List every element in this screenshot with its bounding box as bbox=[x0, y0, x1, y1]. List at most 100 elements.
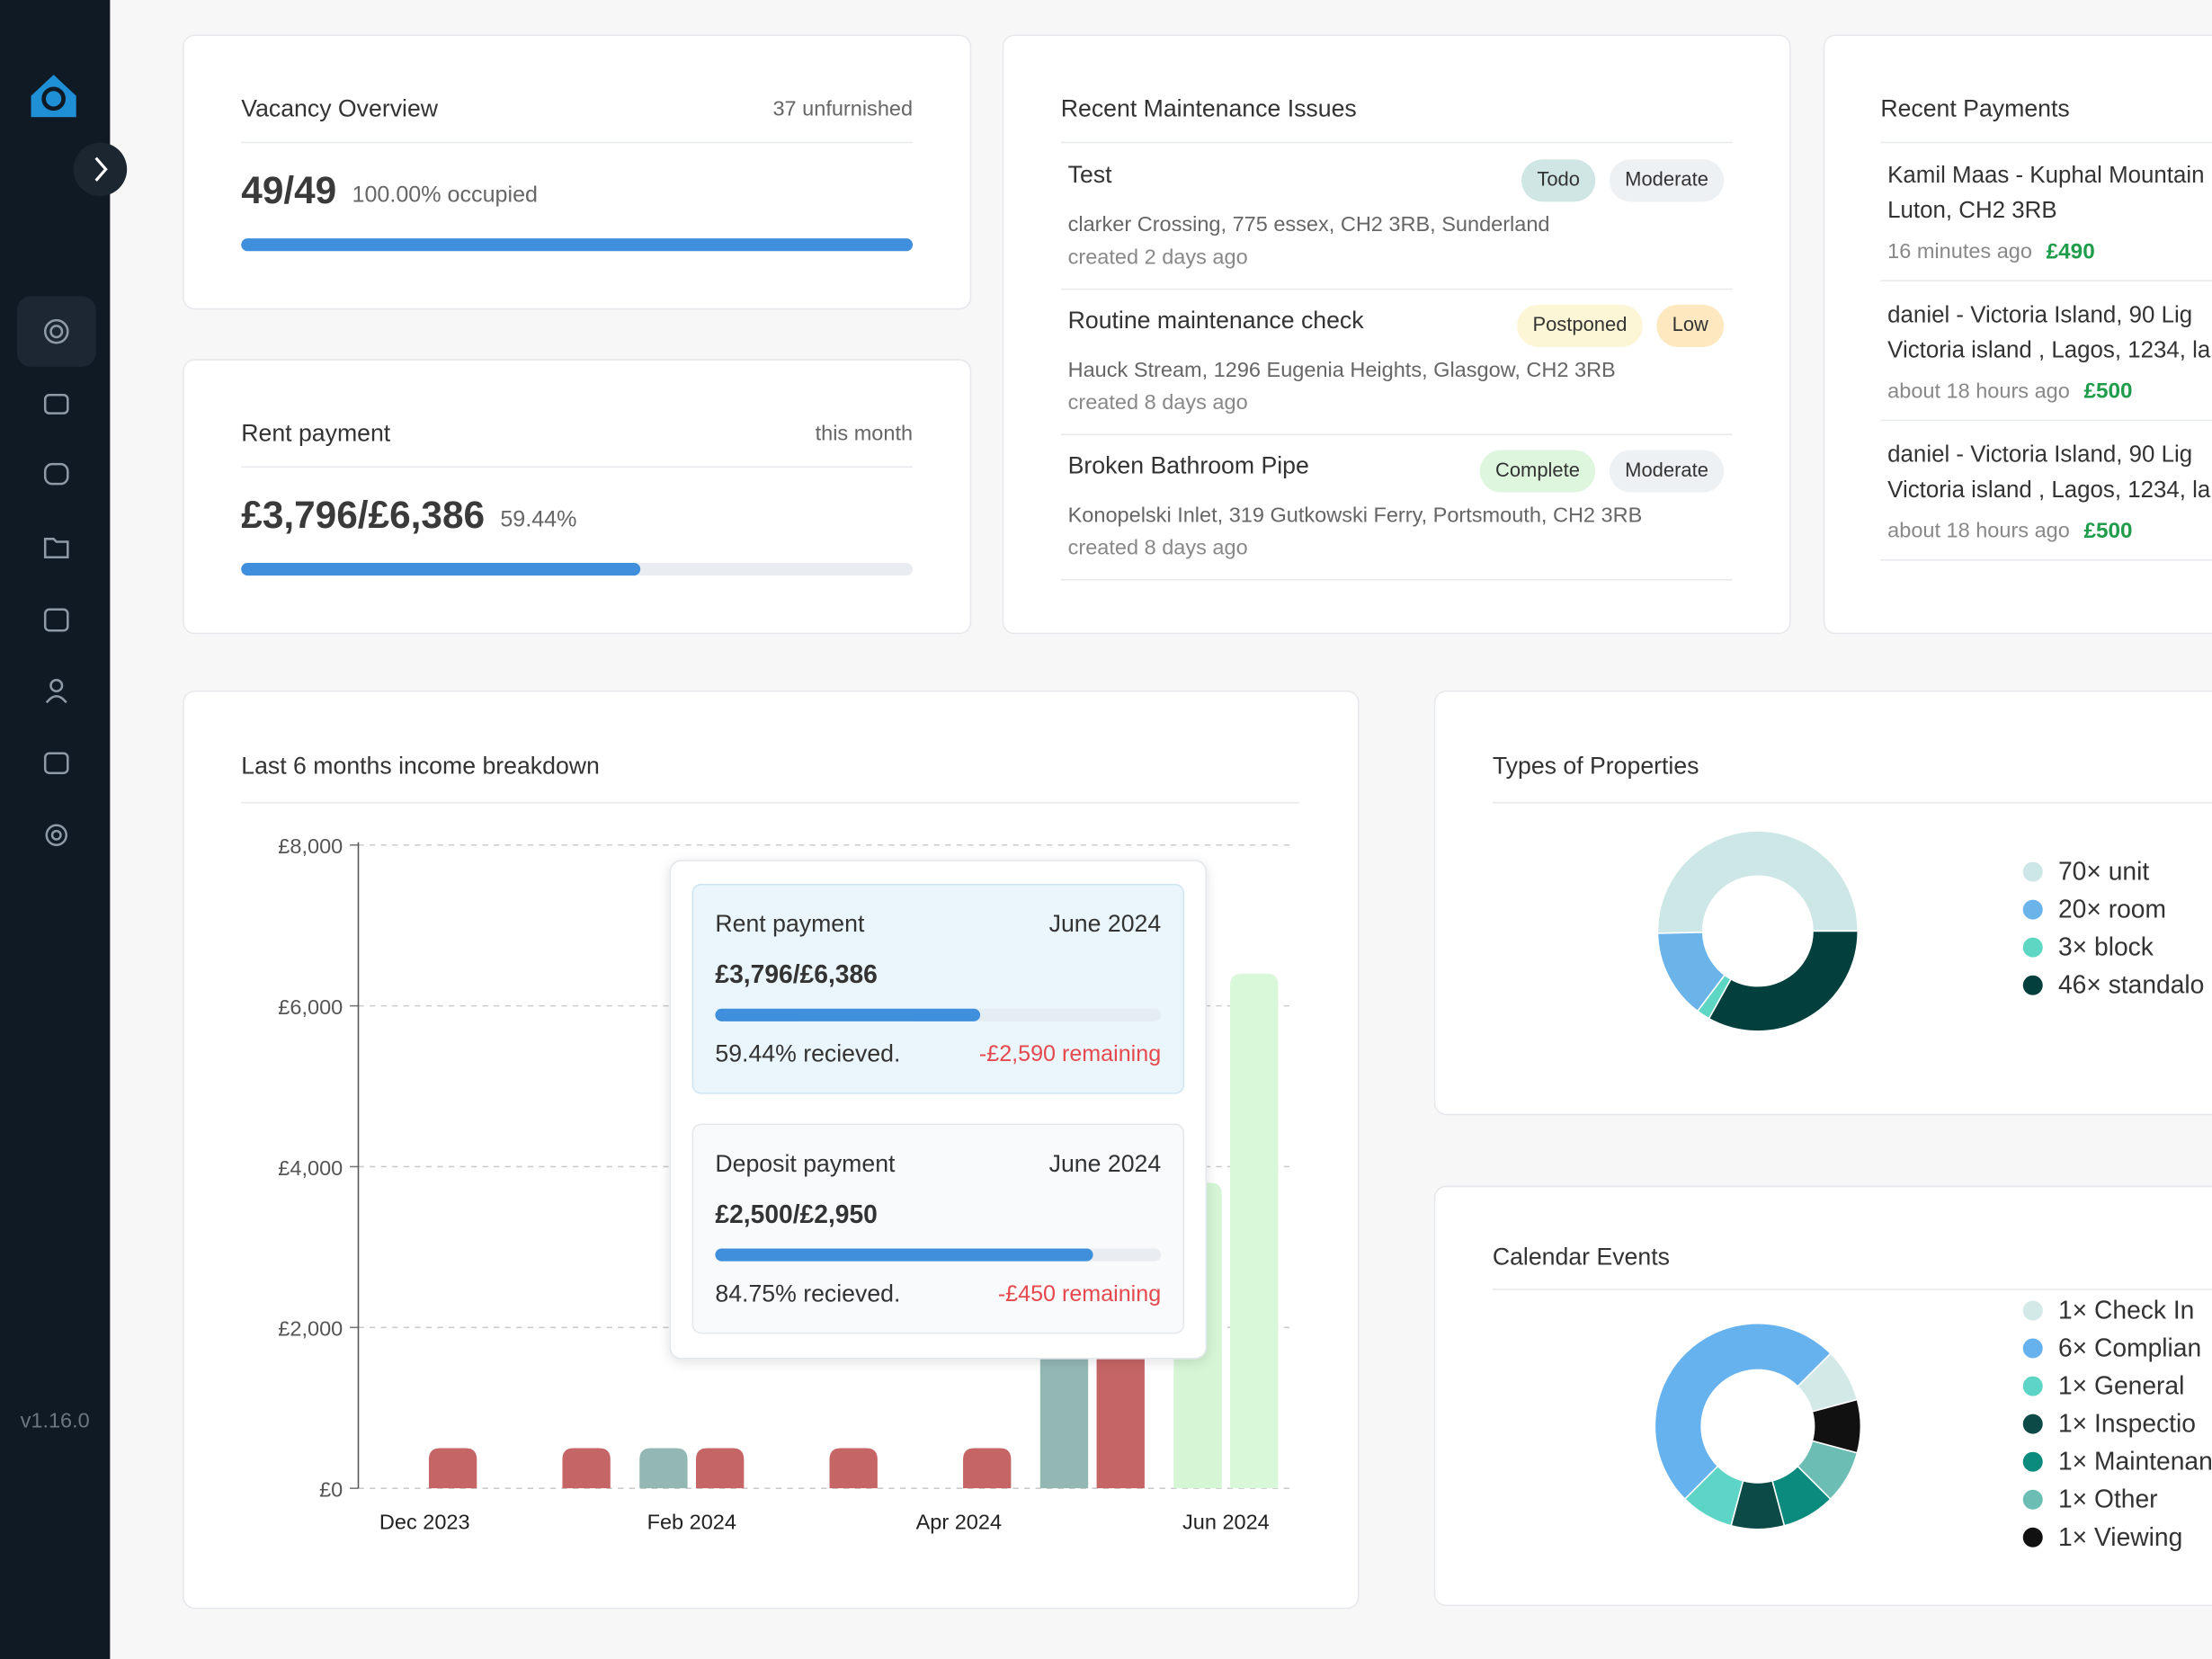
legend-swatch bbox=[2022, 1527, 2043, 1548]
legend-swatch bbox=[2022, 1376, 2043, 1396]
metric-value: £3,796/£6,386 bbox=[241, 494, 485, 536]
card-note: 37 unfurnished bbox=[772, 97, 913, 120]
chart-title: Last 6 months income breakdown bbox=[241, 753, 600, 780]
issue-address: clarker Crossing, 775 essex, CH2 3RB, Su… bbox=[1068, 212, 1550, 236]
payment-line: Victoria island , Lagos, 1234, la bbox=[1887, 477, 2211, 503]
version: v1.16.0 bbox=[21, 1409, 90, 1432]
bar bbox=[428, 1448, 477, 1489]
donut-slice bbox=[1708, 930, 1859, 1032]
tag-pill bbox=[1609, 159, 1725, 202]
chart-title: Calendar Events bbox=[1493, 1243, 1670, 1270]
progress-fill bbox=[241, 238, 914, 252]
issue-title: Test bbox=[1068, 161, 1112, 188]
tag: Low bbox=[1656, 304, 1725, 347]
issue-address: Konopelski Inlet, 319 Gutkowski Ferry, P… bbox=[1068, 503, 1643, 526]
chart-title: Types of Properties bbox=[1493, 753, 1699, 780]
issue-created: created 2 days ago bbox=[1068, 245, 1248, 268]
tag-text: Moderate bbox=[1625, 168, 1708, 191]
card-title: Vacancy Overview bbox=[241, 94, 439, 121]
sidebar bbox=[0, 0, 111, 1659]
tag-pill bbox=[1656, 304, 1725, 347]
tooltip-value: £3,796/£6,386 bbox=[715, 959, 877, 988]
issue-created: created 8 days ago bbox=[1068, 536, 1248, 559]
tooltip-date: June 2024 bbox=[1049, 910, 1162, 937]
card bbox=[1823, 34, 2212, 635]
active-nav bbox=[16, 296, 96, 367]
tooltip-panel bbox=[691, 1123, 1185, 1334]
payment-amount: £490 bbox=[2047, 239, 2095, 263]
issue-address: Hauck Stream, 1296 Eugenia Heights, Glas… bbox=[1068, 358, 1616, 381]
payment-amount: £500 bbox=[2084, 379, 2133, 404]
nav-icons[interactable] bbox=[43, 318, 69, 847]
bar bbox=[695, 1448, 745, 1489]
tooltip-panel bbox=[691, 883, 1185, 1094]
tag: Moderate bbox=[1609, 450, 1725, 493]
legend-swatch bbox=[2022, 899, 2043, 920]
y-tick-label: £4,000 bbox=[278, 1156, 343, 1180]
legend-swatch bbox=[2022, 937, 2043, 958]
tooltip-date: June 2024 bbox=[1049, 1150, 1162, 1177]
metric-value: 49/49 bbox=[241, 169, 336, 211]
legend-label: 1× Other bbox=[2058, 1485, 2158, 1513]
card-note: this month bbox=[816, 421, 913, 444]
donut-slice bbox=[1811, 1398, 1862, 1454]
legend-label: 1× General bbox=[2058, 1371, 2184, 1400]
legend-label: 1× Inspectio bbox=[2058, 1409, 2196, 1438]
x-tick-label: Dec 2023 bbox=[379, 1511, 470, 1534]
tooltip-remaining: -£2,590 remaining bbox=[979, 1041, 1161, 1066]
legend-swatch bbox=[2022, 1300, 2043, 1321]
bar bbox=[562, 1448, 611, 1489]
y-tick-label: £0 bbox=[319, 1478, 343, 1502]
collapse-button[interactable] bbox=[73, 142, 128, 197]
tooltip-value: £2,500/£2,950 bbox=[715, 1200, 877, 1228]
payment-time: about 18 hours ago bbox=[1887, 379, 2070, 402]
tag-pill bbox=[1521, 159, 1596, 202]
payment-line: daniel - Victoria Island, 90 Lig bbox=[1887, 442, 2192, 468]
legend-swatch bbox=[2022, 861, 2043, 882]
x-tick-label: Jun 2024 bbox=[1182, 1511, 1270, 1534]
legend-label: 3× block bbox=[2058, 932, 2154, 961]
tooltip-progress: 84.75% recieved. bbox=[715, 1280, 900, 1307]
bar bbox=[1230, 973, 1279, 1489]
legend-swatch bbox=[2022, 1338, 2043, 1359]
legend-swatch bbox=[2022, 975, 2043, 995]
y-tick-label: £2,000 bbox=[278, 1317, 343, 1341]
tag-pill bbox=[1609, 450, 1725, 493]
legend-label: 20× room bbox=[2058, 895, 2166, 923]
donut-slice bbox=[1656, 830, 1859, 934]
legend-swatch bbox=[2022, 1489, 2043, 1510]
card-title: Recent Maintenance Issues bbox=[1061, 94, 1357, 121]
legend-label: 46× standalo bbox=[2058, 970, 2204, 999]
tag-pill bbox=[1517, 304, 1643, 347]
tooltip-title: Rent payment bbox=[715, 910, 865, 937]
payment-line: Luton, CH2 3RB bbox=[1887, 198, 2056, 223]
x-tick-label: Feb 2024 bbox=[647, 1511, 736, 1534]
y-tick-label: £6,000 bbox=[278, 995, 343, 1019]
tooltip-remaining: -£450 remaining bbox=[998, 1281, 1161, 1307]
tooltip-title: Deposit payment bbox=[715, 1150, 896, 1177]
y-tick-label: £8,000 bbox=[278, 834, 343, 858]
progress-fill bbox=[715, 1008, 981, 1021]
legend-label: 6× Complian bbox=[2058, 1333, 2201, 1362]
metric-label: 100.00% occupied bbox=[352, 183, 538, 208]
progress-fill bbox=[241, 562, 641, 576]
legend-label: 70× unit bbox=[2058, 857, 2149, 886]
payment-time: about 18 hours ago bbox=[1887, 519, 2070, 542]
bar bbox=[963, 1448, 1012, 1489]
issue-title: Routine maintenance check bbox=[1068, 307, 1365, 334]
payment-amount: £500 bbox=[2084, 519, 2133, 543]
tag-text: Postponed bbox=[1532, 313, 1627, 335]
metric-label: 59.44% bbox=[500, 507, 576, 532]
legend-swatch bbox=[2022, 1414, 2043, 1434]
bar bbox=[829, 1448, 878, 1489]
tag: Todo bbox=[1521, 159, 1596, 202]
x-tick-label: Apr 2024 bbox=[916, 1511, 1002, 1534]
payment-line: Victoria island , Lagos, 1234, la bbox=[1887, 337, 2211, 362]
payment-line: Kamil Maas - Kuphal Mountain bbox=[1887, 163, 2204, 188]
legend-label: 1× Maintenan bbox=[2058, 1447, 2212, 1476]
card-title: Recent Payments bbox=[1880, 94, 2069, 121]
issue-created: created 8 days ago bbox=[1068, 390, 1248, 414]
tag-pill bbox=[1479, 450, 1596, 493]
tag-text: Low bbox=[1672, 313, 1708, 335]
